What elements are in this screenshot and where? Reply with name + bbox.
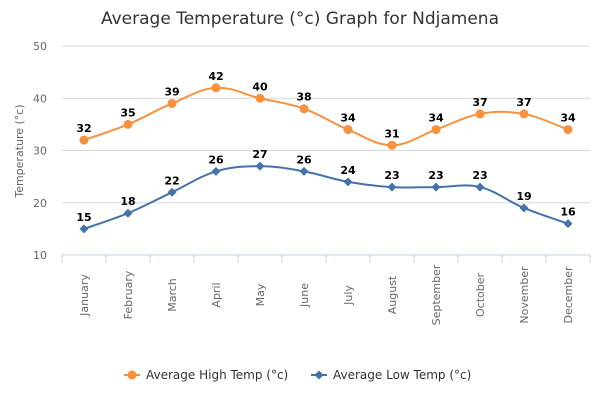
data-label: 34 (428, 112, 444, 125)
data-label: 15 (76, 211, 91, 224)
x-tick-label: May (254, 283, 267, 306)
data-label: 31 (384, 127, 399, 140)
data-point (79, 135, 89, 145)
y-tick-label: 40 (33, 92, 47, 105)
data-point (387, 182, 397, 192)
x-tick-label: December (562, 266, 575, 324)
data-point (431, 125, 441, 135)
data-point (123, 208, 133, 218)
data-label: 35 (120, 106, 135, 119)
series-line (83, 165, 569, 230)
data-point (211, 83, 221, 93)
data-point (475, 182, 485, 192)
y-tick-label: 20 (33, 197, 47, 210)
series-low: 15 18 22 26 27 26 24 23 23 23 19 16 (76, 148, 576, 234)
data-label: 23 (428, 169, 443, 182)
x-tick-label: January (78, 274, 91, 317)
data-point (255, 161, 265, 171)
data-point (343, 125, 353, 135)
data-label: 27 (252, 148, 267, 161)
legend-item: Average High Temp (°c) (124, 368, 288, 382)
data-label: 23 (472, 169, 487, 182)
data-point (79, 224, 89, 234)
y-tick-label: 10 (33, 249, 47, 262)
data-label: 34 (340, 112, 356, 125)
x-tick-label: June (298, 283, 311, 308)
x-tick-label: September (430, 264, 443, 325)
series-layer: 32 35 39 42 40 38 34 31 34 37 37 34 15 18 22 26 27 26 24 23… (76, 70, 576, 234)
data-label: 22 (164, 174, 179, 187)
y-tick-label: 50 (33, 40, 47, 53)
data-label: 37 (472, 96, 487, 109)
y-axis-ticks: 10 20 30 40 50 (33, 40, 47, 262)
legend-label: Average High Temp (°c) (146, 368, 288, 382)
data-point (475, 109, 485, 119)
chart-title: Average Temperature (°c) Graph for Ndjam… (101, 9, 499, 29)
y-axis-title: Temperature (°c) (13, 104, 26, 198)
data-point (167, 187, 177, 197)
data-label: 19 (516, 190, 531, 203)
data-point (519, 109, 529, 119)
x-tick-label: April (210, 282, 223, 307)
legend: Average High Temp (°c) Average Low Temp (… (124, 368, 471, 382)
data-label: 23 (384, 169, 399, 182)
data-point (519, 203, 529, 213)
data-label: 40 (252, 80, 268, 93)
legend-item: Average Low Temp (°c) (311, 368, 471, 382)
data-point (299, 166, 309, 176)
data-label: 16 (560, 206, 576, 219)
x-tick-label: March (166, 278, 179, 312)
data-label: 34 (560, 112, 576, 125)
x-tick-label: July (342, 285, 355, 306)
legend-label: Average Low Temp (°c) (333, 368, 471, 382)
legend-marker (314, 370, 324, 380)
data-label: 18 (120, 195, 135, 208)
data-point (563, 125, 573, 135)
data-label: 26 (208, 153, 224, 166)
data-point (167, 98, 177, 108)
series-high: 32 35 39 42 40 38 34 31 34 37 37 34 (76, 70, 576, 150)
legend-marker (127, 370, 137, 380)
data-label: 39 (164, 85, 179, 98)
data-label: 24 (340, 164, 356, 177)
data-label: 38 (296, 91, 311, 104)
data-label: 32 (76, 122, 91, 135)
data-point (431, 182, 441, 192)
data-label: 26 (296, 153, 312, 166)
x-tick-label: October (474, 273, 487, 317)
data-point (255, 93, 265, 103)
data-point (343, 177, 353, 187)
x-axis: January February March April May June July Augu… (61, 255, 591, 325)
data-point (211, 166, 221, 176)
y-tick-label: 30 (33, 145, 47, 158)
x-tick-label: November (518, 266, 531, 324)
x-tick-label: February (122, 270, 135, 319)
series-line (83, 86, 569, 147)
x-tick-label: August (386, 275, 399, 314)
data-point (123, 119, 133, 129)
data-label: 42 (208, 70, 223, 83)
data-point (299, 104, 309, 114)
data-point (387, 140, 397, 150)
gridlines (62, 45, 590, 256)
data-point (563, 219, 573, 229)
data-label: 37 (516, 96, 531, 109)
